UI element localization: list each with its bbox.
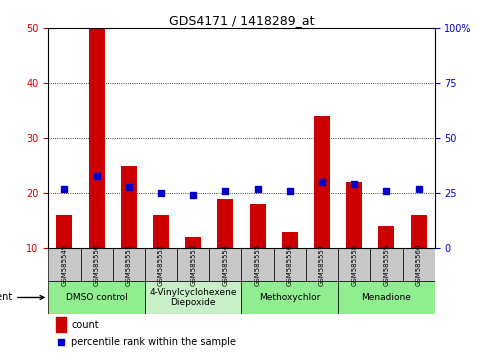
Text: GSM585558: GSM585558 [351,244,357,286]
Bar [185,237,201,248]
Text: GSM585553: GSM585553 [190,244,196,286]
Point [318,179,326,185]
Bar [346,182,362,248]
Bar [57,215,72,248]
Point [157,190,165,196]
Text: GSM585556: GSM585556 [287,244,293,286]
Bar [282,232,298,248]
Bar [88,28,105,248]
Point [222,188,229,194]
FancyBboxPatch shape [113,248,145,281]
Text: GSM585555: GSM585555 [255,244,261,286]
Point [93,173,100,178]
Point [189,193,197,198]
Text: GSM585549: GSM585549 [61,244,68,286]
Point [286,188,294,194]
Text: GSM585554: GSM585554 [222,244,228,286]
FancyBboxPatch shape [145,248,177,281]
Point [254,186,261,192]
FancyBboxPatch shape [274,248,306,281]
FancyBboxPatch shape [242,248,274,281]
Text: GSM585559: GSM585559 [384,244,389,286]
Point [415,186,423,192]
Bar [217,199,233,248]
Point [57,339,65,345]
Bar [56,317,66,332]
FancyBboxPatch shape [338,248,370,281]
FancyBboxPatch shape [306,248,338,281]
Text: Menadione: Menadione [361,293,412,302]
Text: GSM585552: GSM585552 [158,244,164,286]
Bar [153,215,169,248]
FancyBboxPatch shape [370,248,402,281]
Text: Methoxychlor: Methoxychlor [259,293,321,302]
Text: GSM585557: GSM585557 [319,244,325,286]
Text: agent: agent [0,292,44,302]
Point [350,182,358,187]
FancyBboxPatch shape [48,281,145,314]
Title: GDS4171 / 1418289_at: GDS4171 / 1418289_at [169,14,314,27]
Point [60,186,68,192]
FancyBboxPatch shape [338,281,435,314]
Text: GSM585560: GSM585560 [415,243,422,286]
FancyBboxPatch shape [209,248,242,281]
Text: DMSO control: DMSO control [66,293,128,302]
Text: 4-Vinylcyclohexene
Diepoxide: 4-Vinylcyclohexene Diepoxide [149,288,237,307]
Text: GSM585551: GSM585551 [126,244,132,286]
FancyBboxPatch shape [48,248,81,281]
Text: GSM585550: GSM585550 [94,244,99,286]
FancyBboxPatch shape [145,281,242,314]
FancyBboxPatch shape [242,281,338,314]
Text: percentile rank within the sample: percentile rank within the sample [71,337,237,347]
FancyBboxPatch shape [81,248,113,281]
Bar [411,215,426,248]
Point [125,184,133,189]
Bar [314,116,330,248]
Bar [378,226,395,248]
FancyBboxPatch shape [177,248,209,281]
FancyBboxPatch shape [402,248,435,281]
Text: count: count [71,320,99,331]
Bar [250,204,266,248]
Bar [121,166,137,248]
Point [383,188,390,194]
